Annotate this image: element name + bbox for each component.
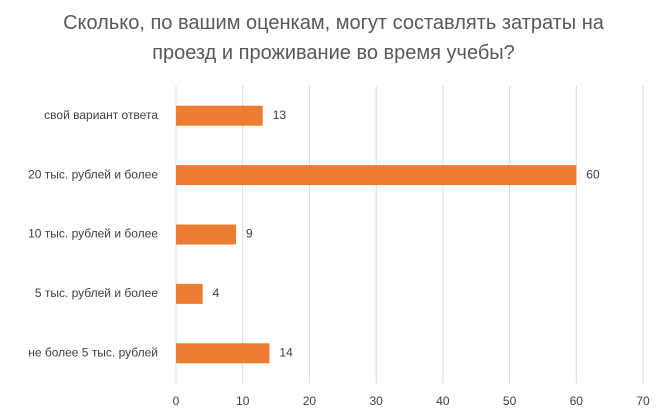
bar xyxy=(176,283,203,304)
x-tick-label: 30 xyxy=(369,394,383,408)
bar xyxy=(176,165,577,186)
x-tick-label: 10 xyxy=(236,394,250,408)
x-tick-label: 60 xyxy=(570,394,584,408)
x-tick-label: 0 xyxy=(173,394,180,408)
y-tick-label: не более 5 тыс. рублей xyxy=(28,345,158,359)
bar xyxy=(176,343,270,364)
data-label: 14 xyxy=(279,345,293,359)
chart-title: Сколько, по вашим оценкам, могут составл… xyxy=(63,12,604,64)
data-label: 13 xyxy=(273,108,287,122)
data-label: 60 xyxy=(586,167,600,181)
y-tick-label: 20 тыс. рублей и более xyxy=(28,167,158,181)
bar xyxy=(176,105,263,126)
y-tick-label: свой вариант ответа xyxy=(44,108,158,122)
data-label: 9 xyxy=(246,227,253,241)
y-tick-label: 10 тыс. рублей и более xyxy=(28,227,158,241)
bar xyxy=(176,224,237,245)
x-tick-label: 40 xyxy=(436,394,450,408)
data-label: 4 xyxy=(213,286,220,300)
x-tick-label: 70 xyxy=(636,394,650,408)
y-tick-label: 5 тыс. рублей и более xyxy=(35,286,159,300)
x-tick-label: 50 xyxy=(503,394,517,408)
x-tick-label: 20 xyxy=(303,394,317,408)
